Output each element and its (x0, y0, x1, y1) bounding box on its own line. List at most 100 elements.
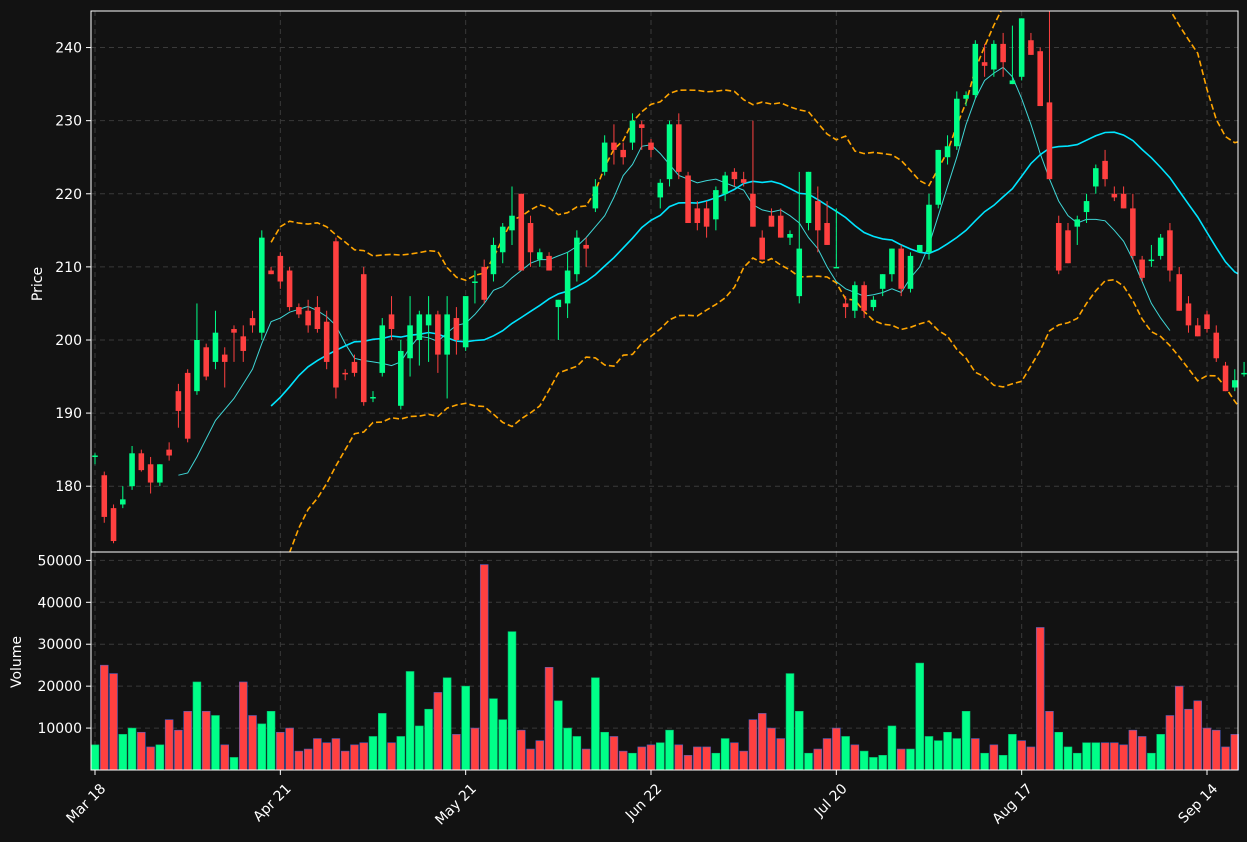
candle-body (1028, 40, 1034, 55)
candle-body (398, 350, 404, 406)
volume-bar (776, 738, 785, 771)
volume-tick-label: 50000 (37, 553, 82, 569)
volume-bar (1008, 734, 1017, 771)
candle-body (1018, 18, 1025, 77)
candle-body (360, 274, 367, 403)
volume-bar (507, 631, 517, 771)
candle-body (954, 98, 960, 147)
volume-bar (674, 744, 684, 771)
candle-body (129, 453, 135, 487)
volume-bar (924, 736, 934, 771)
volume-bar (720, 738, 730, 771)
volume-bar (581, 748, 591, 771)
volume-bar (368, 736, 378, 771)
volume-bar (998, 755, 1008, 771)
volume-bar (1212, 729, 1221, 771)
candle-body (499, 226, 506, 253)
candle-body (1185, 303, 1192, 326)
candle-body (1204, 314, 1210, 330)
price-tick-label: 210 (55, 260, 82, 276)
candle-body (351, 361, 358, 373)
candle-body (203, 347, 209, 377)
candle-body (221, 354, 228, 362)
long-ma-line (270, 131, 1238, 407)
volume-bar (841, 736, 850, 771)
candle-body (537, 252, 543, 260)
volume-bar (1082, 742, 1091, 771)
volume-bar (359, 742, 368, 771)
volume-bar (563, 727, 572, 771)
volume-bar (155, 744, 165, 771)
price-tick-label: 200 (55, 333, 82, 349)
candle-body (527, 223, 534, 253)
candle-body (481, 266, 487, 300)
volume-bar (248, 715, 257, 771)
volume-bar (1045, 711, 1054, 771)
candle-body (583, 244, 589, 249)
volume-bar (906, 748, 915, 771)
lower-band-line (288, 257, 1238, 552)
candle-body (509, 215, 515, 231)
candle-body (101, 475, 108, 517)
volume-bar (572, 736, 582, 771)
candle-body (907, 255, 914, 289)
price-tick-label: 230 (55, 114, 82, 130)
volume-bar (1184, 708, 1193, 771)
volume-bar (266, 711, 276, 771)
volume-bar (405, 671, 415, 771)
candle-body (416, 314, 423, 340)
candle-body (323, 321, 330, 362)
candle-body (713, 190, 719, 220)
volume-bar (461, 685, 470, 771)
volume-bar (146, 746, 155, 771)
candle-body (824, 223, 830, 245)
volume-bar (387, 742, 396, 771)
candle-body (879, 274, 886, 289)
price-axis-ticks: 180 190 200 210 220 230 240 (55, 41, 91, 495)
candle-body (787, 233, 793, 238)
volume-bar (1017, 740, 1026, 771)
volume-bar (276, 731, 285, 771)
volume-bar (164, 719, 174, 771)
volume-bar (229, 757, 239, 771)
candle-body (1037, 51, 1043, 107)
volume-bar (785, 673, 795, 771)
volume-tick-label: 30000 (37, 637, 82, 653)
candle-body (1009, 80, 1016, 85)
candle-body (842, 303, 849, 308)
candle-body (944, 146, 951, 158)
volume-bar (100, 664, 109, 771)
volume-bar (859, 750, 869, 771)
price-tick-label: 180 (55, 479, 82, 495)
volume-bar (850, 744, 860, 771)
volume-bar (878, 755, 887, 771)
candle-body (166, 449, 172, 456)
volume-bar (869, 757, 878, 771)
candle-body (1065, 230, 1071, 264)
volume-bar (303, 748, 313, 771)
volume-bar (554, 700, 563, 771)
candle-body (592, 186, 599, 209)
candle-body (314, 307, 321, 330)
candle-body (611, 142, 617, 150)
candle-body (277, 255, 284, 282)
candles (92, 11, 1247, 544)
candle-body (898, 248, 904, 289)
volume-bar (637, 746, 646, 771)
volume-bar (90, 744, 100, 771)
volume-bar (1147, 752, 1156, 771)
candle-body (268, 270, 274, 275)
volume-bar (183, 711, 192, 771)
short-ma-line (178, 66, 1171, 476)
volume-bar (702, 746, 711, 771)
volume-bar (665, 729, 674, 771)
volume-bar (980, 752, 989, 771)
candle-body (676, 124, 682, 172)
volume-bar (201, 711, 211, 771)
volume-bar (804, 752, 813, 771)
candle-body (805, 171, 812, 224)
volume-bar (415, 725, 424, 771)
volume-bar (192, 681, 202, 771)
volume-bar (628, 752, 637, 771)
candle-body (147, 464, 154, 483)
